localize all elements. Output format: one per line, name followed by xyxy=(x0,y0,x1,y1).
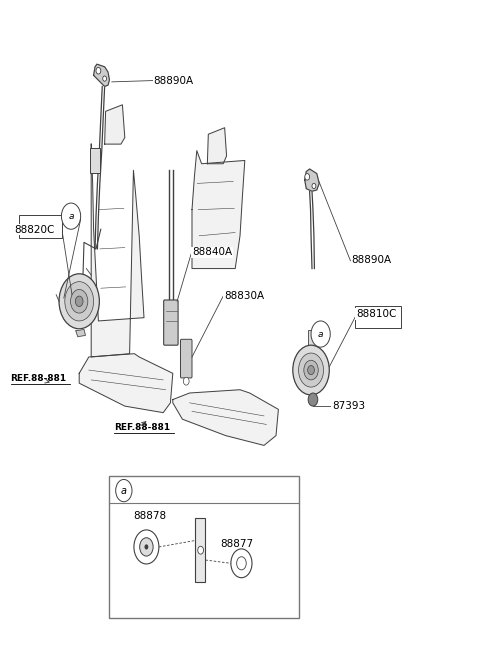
Circle shape xyxy=(144,544,148,550)
Circle shape xyxy=(237,557,246,570)
FancyBboxPatch shape xyxy=(109,476,299,618)
Circle shape xyxy=(312,183,316,189)
Polygon shape xyxy=(192,151,245,269)
Text: 87393: 87393 xyxy=(332,402,365,411)
Text: 88820C: 88820C xyxy=(14,225,55,234)
Circle shape xyxy=(103,76,107,81)
Polygon shape xyxy=(105,105,125,144)
Polygon shape xyxy=(207,128,227,164)
Text: 88877: 88877 xyxy=(220,539,253,549)
Circle shape xyxy=(75,296,83,307)
FancyBboxPatch shape xyxy=(308,330,316,351)
Text: 88878: 88878 xyxy=(133,511,167,521)
Circle shape xyxy=(299,353,324,387)
Text: a: a xyxy=(121,485,127,496)
Text: 88890A: 88890A xyxy=(154,76,194,86)
Text: a: a xyxy=(318,329,324,339)
Circle shape xyxy=(61,203,81,229)
Circle shape xyxy=(308,365,314,375)
Text: 88840A: 88840A xyxy=(192,248,232,257)
Circle shape xyxy=(231,549,252,578)
FancyBboxPatch shape xyxy=(164,300,178,345)
Circle shape xyxy=(71,290,88,313)
Circle shape xyxy=(305,174,310,180)
Circle shape xyxy=(183,377,189,385)
Circle shape xyxy=(304,360,318,380)
Polygon shape xyxy=(76,329,85,337)
Text: 88830A: 88830A xyxy=(224,291,264,301)
Polygon shape xyxy=(305,169,319,191)
Circle shape xyxy=(308,393,318,406)
Text: REF.88-881: REF.88-881 xyxy=(11,374,67,383)
Circle shape xyxy=(65,282,94,321)
FancyBboxPatch shape xyxy=(90,148,100,173)
Circle shape xyxy=(311,321,330,347)
Circle shape xyxy=(134,530,159,564)
Polygon shape xyxy=(94,64,109,86)
Text: a: a xyxy=(68,212,74,221)
Text: REF.88-881: REF.88-881 xyxy=(114,423,170,432)
Circle shape xyxy=(140,538,153,556)
Polygon shape xyxy=(91,144,144,357)
Circle shape xyxy=(116,479,132,502)
Circle shape xyxy=(59,274,99,329)
Text: 88890A: 88890A xyxy=(351,255,392,265)
Text: 88810C: 88810C xyxy=(356,309,396,319)
Polygon shape xyxy=(173,390,278,445)
Circle shape xyxy=(96,67,101,74)
Circle shape xyxy=(293,345,329,395)
FancyBboxPatch shape xyxy=(195,518,205,582)
FancyBboxPatch shape xyxy=(355,306,401,328)
FancyBboxPatch shape xyxy=(19,215,62,238)
FancyBboxPatch shape xyxy=(180,339,192,378)
Circle shape xyxy=(198,546,204,554)
Polygon shape xyxy=(79,354,173,413)
